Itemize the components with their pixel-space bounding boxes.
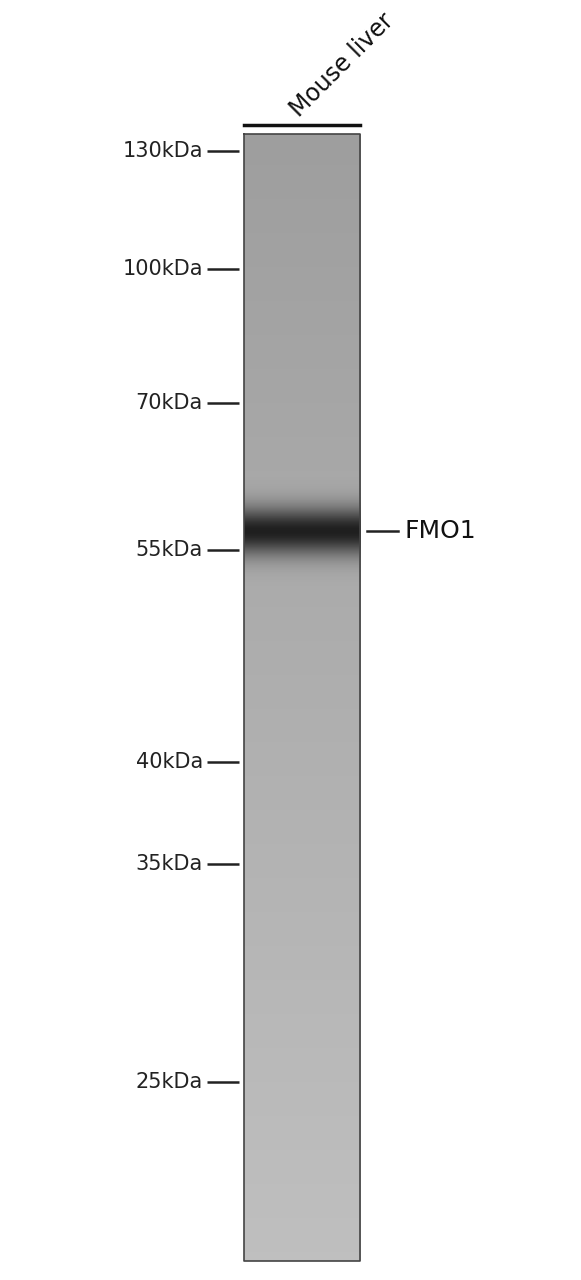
Text: 130kDa: 130kDa bbox=[122, 141, 203, 161]
Text: 55kDa: 55kDa bbox=[135, 540, 203, 561]
Text: 100kDa: 100kDa bbox=[122, 259, 203, 279]
Text: Mouse liver: Mouse liver bbox=[285, 9, 398, 122]
Text: FMO1: FMO1 bbox=[405, 520, 476, 543]
Text: 25kDa: 25kDa bbox=[135, 1071, 203, 1092]
Text: 40kDa: 40kDa bbox=[135, 751, 203, 772]
Text: 35kDa: 35kDa bbox=[135, 854, 203, 874]
Text: 70kDa: 70kDa bbox=[135, 393, 203, 413]
